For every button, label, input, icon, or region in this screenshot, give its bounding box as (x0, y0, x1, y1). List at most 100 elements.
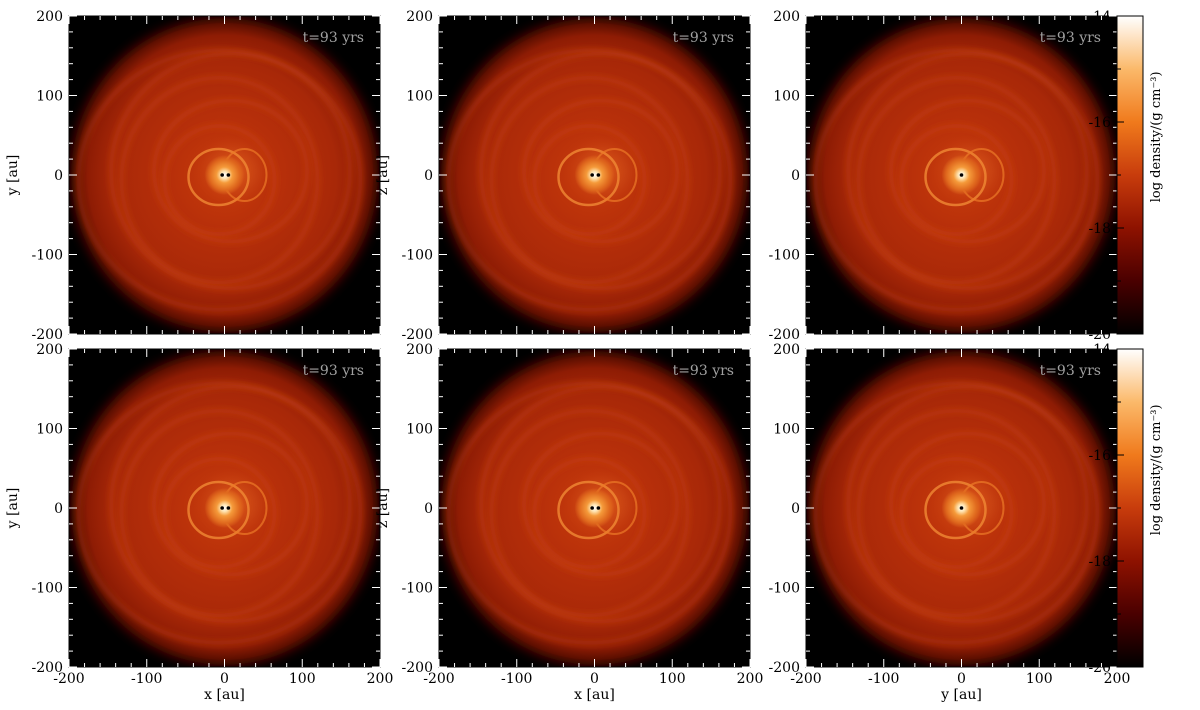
colorbar-label: log density/(g cm⁻³) (1149, 404, 1164, 535)
density-filament (151, 98, 310, 244)
density-filament (118, 75, 321, 285)
inner-loop (557, 480, 620, 540)
density-filament (855, 408, 1058, 618)
sink-particle (596, 506, 601, 510)
density-filament (478, 384, 723, 624)
y-tick-label: 200 (36, 342, 63, 358)
inner-loop (557, 147, 620, 207)
x-tick-label: 100 (289, 671, 316, 687)
density-core (574, 155, 615, 195)
colorbar-tick-label: -16 (1088, 448, 1111, 464)
y-tick-label: 100 (36, 422, 63, 438)
panel-image (71, 18, 378, 332)
y-tick-label: 0 (54, 501, 63, 517)
y-tick-label: -100 (32, 581, 63, 597)
x-tick-label: -200 (53, 671, 84, 687)
density-filament (855, 75, 1058, 285)
y-tick-label: 200 (773, 9, 800, 25)
density-filament (478, 51, 723, 291)
x-tick-label: 200 (1104, 671, 1131, 687)
y-tick-label: -100 (402, 581, 433, 597)
sink-particle (226, 506, 231, 510)
colorbar-tick-label: -20 (1088, 327, 1111, 343)
x-tick-label: 0 (590, 671, 599, 687)
y-tick-label: -100 (769, 581, 800, 597)
y-tick-label: -200 (769, 327, 800, 343)
x-axis-label: y [au] (940, 687, 982, 703)
density-core (204, 488, 245, 528)
colorbar-tick-label: -14 (1088, 9, 1111, 25)
panel-1-0: -200 -100 0 100 200 -200 -100 0 100 200 x [au] y [a… (5, 342, 393, 703)
inner-loop (187, 480, 250, 540)
density-core (574, 488, 615, 528)
colorbar-tick-label: -18 (1088, 554, 1111, 570)
density-filament (888, 431, 1047, 577)
panel-image (441, 351, 748, 665)
density-filament (813, 380, 1100, 646)
density-filament (118, 408, 321, 618)
density-filament (521, 98, 680, 244)
y-tick-label: 200 (36, 9, 63, 25)
density-filament (898, 123, 1015, 237)
density-filament (161, 456, 278, 570)
y-tick-label: -200 (769, 660, 800, 676)
panel-1-1: -200 -100 0 100 200 -200 -100 0 100 200 x [au] z [a… (375, 342, 763, 703)
x-tick-label: 200 (367, 671, 394, 687)
density-filament (898, 456, 1015, 570)
y-tick-label: -200 (32, 327, 63, 343)
y-tick-label: 0 (791, 168, 800, 184)
y-tick-label: 100 (36, 89, 63, 105)
colorbar-tick-label: -14 (1088, 342, 1111, 358)
density-filament (888, 98, 1047, 244)
sink-particle (959, 506, 964, 510)
y-tick-label: 200 (406, 9, 433, 25)
x-tick-label: 0 (220, 671, 229, 687)
density-filament (76, 47, 363, 313)
y-tick-label: -100 (32, 248, 63, 264)
colorbar-bar (1116, 15, 1144, 335)
sink-particle (596, 173, 601, 177)
y-tick-label: 0 (424, 501, 433, 517)
y-tick-label: 200 (773, 342, 800, 358)
density-filament (108, 51, 353, 291)
density-filament (813, 47, 1100, 313)
y-tick-label: -200 (402, 327, 433, 343)
x-tick-label: 100 (659, 671, 686, 687)
colorbar-0: -14 -16 -18 -20 log density/(g cm⁻³) (1088, 9, 1164, 343)
y-tick-label: 100 (406, 422, 433, 438)
colorbar-tick-label: -18 (1088, 221, 1111, 237)
panel-image (808, 351, 1115, 665)
density-filament (108, 384, 353, 624)
inner-loop (924, 147, 987, 207)
time-annotation: t=93 yrs (673, 30, 734, 46)
density-filament (531, 456, 648, 570)
time-annotation: t=93 yrs (673, 363, 734, 379)
density-core (204, 155, 245, 195)
panel-1-2: -200 -100 0 100 200 -200 -100 0 100 200 y [au] t=93… (769, 342, 1131, 703)
colorbar-label: log density/(g cm⁻³) (1149, 71, 1164, 202)
density-filament (151, 431, 310, 577)
x-tick-label: -100 (868, 671, 899, 687)
x-axis-label: x [au] (574, 687, 615, 703)
y-tick-label: -200 (32, 660, 63, 676)
sink-particle (226, 173, 231, 177)
y-tick-label: 100 (773, 422, 800, 438)
colorbar-tick-label: -16 (1088, 115, 1111, 131)
y-tick-label: 0 (791, 501, 800, 517)
y-axis-label: y [au] (5, 488, 21, 530)
density-filament (521, 431, 680, 577)
colorbar-bar (1116, 348, 1144, 668)
y-axis-label: z [au] (375, 155, 391, 195)
x-tick-label: -200 (790, 671, 821, 687)
x-tick-label: 200 (737, 671, 764, 687)
y-tick-label: 0 (424, 168, 433, 184)
y-axis-label: y [au] (5, 155, 21, 197)
panel-image (808, 18, 1115, 332)
x-tick-label: 0 (957, 671, 966, 687)
colorbar-tick-label: -20 (1088, 660, 1111, 676)
density-filament (446, 47, 733, 313)
sink-particle (590, 506, 594, 510)
y-tick-label: 200 (406, 342, 433, 358)
